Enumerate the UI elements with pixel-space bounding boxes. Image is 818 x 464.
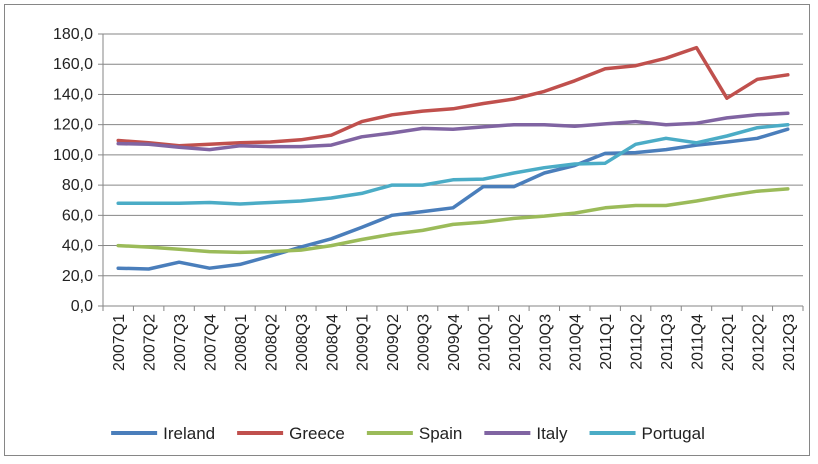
x-tick-label: 2009Q1 — [355, 314, 372, 371]
chart-frame: 0,0 20,0 40,0 60,0 80,0 100,0 120,0 140,0 160,0 1… — [4, 4, 810, 456]
y-tick-label: 40,0 — [62, 238, 93, 255]
x-tick-label: 2007Q3 — [172, 314, 189, 371]
x-tick-label: 2009Q4 — [446, 314, 463, 371]
y-tick-label: 100,0 — [53, 147, 93, 164]
x-tick-label: 2007Q4 — [203, 314, 220, 371]
x-tick-label: 2012Q3 — [781, 314, 798, 371]
legend: Ireland Greece Spain Italy Portugal — [111, 424, 705, 443]
x-tick-label: 2010Q3 — [537, 314, 554, 371]
y-tick-labels: 0,0 20,0 40,0 60,0 80,0 100,0 120,0 140,0 160,0 1… — [53, 26, 93, 315]
x-tick-label: 2011Q2 — [629, 314, 646, 370]
x-tick-label: 2011Q4 — [689, 314, 706, 370]
legend-label: Portugal — [642, 424, 705, 443]
y-tick-label: 120,0 — [53, 117, 93, 134]
legend-item-ireland: Ireland — [111, 424, 215, 443]
legend-item-italy: Italy — [484, 424, 568, 443]
x-tick-label: 2009Q3 — [416, 314, 433, 371]
x-tick-label: 2008Q4 — [324, 314, 341, 371]
series-line-portugal — [116, 122, 790, 206]
y-tick-label: 0,0 — [71, 298, 93, 315]
line-chart: 0,0 20,0 40,0 60,0 80,0 100,0 120,0 140,0 160,0 1… — [53, 26, 804, 443]
y-tick-label: 160,0 — [53, 56, 93, 73]
legend-item-greece: Greece — [237, 424, 345, 443]
series-line-ireland — [116, 127, 790, 271]
x-tick-labels: 2007Q1 2007Q2 2007Q3 2007Q4 2008Q1 2008Q2 2008… — [111, 314, 798, 371]
x-tick-label: 2008Q1 — [233, 314, 250, 371]
x-tick-label: 2010Q4 — [568, 314, 585, 371]
series-line-greece — [116, 45, 790, 148]
legend-label: Ireland — [163, 424, 215, 443]
legend-label: Italy — [536, 424, 568, 443]
gridlines — [103, 33, 803, 277]
x-tick-label: 2007Q2 — [142, 314, 159, 371]
x-tick-label: 2010Q2 — [507, 314, 524, 371]
axes — [98, 33, 804, 311]
x-tick-label: 2011Q1 — [598, 314, 615, 370]
legend-item-spain: Spain — [366, 424, 462, 443]
legend-label: Spain — [419, 424, 462, 443]
series-lines — [116, 45, 790, 271]
x-tick-label: 2008Q3 — [294, 314, 311, 371]
x-tick-label: 2010Q1 — [476, 314, 493, 371]
y-tick-label: 20,0 — [62, 268, 93, 285]
series-line-italy — [116, 111, 790, 152]
legend-item-portugal: Portugal — [589, 424, 705, 443]
x-tick-label: 2007Q1 — [111, 314, 128, 371]
y-tick-label: 60,0 — [62, 207, 93, 224]
x-tick-label: 2012Q1 — [720, 314, 737, 371]
x-tick-label: 2012Q2 — [750, 314, 767, 371]
y-tick-label: 140,0 — [53, 86, 93, 103]
legend-label: Greece — [289, 424, 345, 443]
series-line-spain — [116, 187, 790, 255]
y-tick-label: 80,0 — [62, 177, 93, 194]
x-tick-label: 2008Q2 — [263, 314, 280, 371]
x-tick-label: 2009Q2 — [385, 314, 402, 371]
x-tick-label: 2011Q3 — [659, 314, 676, 370]
y-tick-label: 180,0 — [53, 26, 93, 43]
